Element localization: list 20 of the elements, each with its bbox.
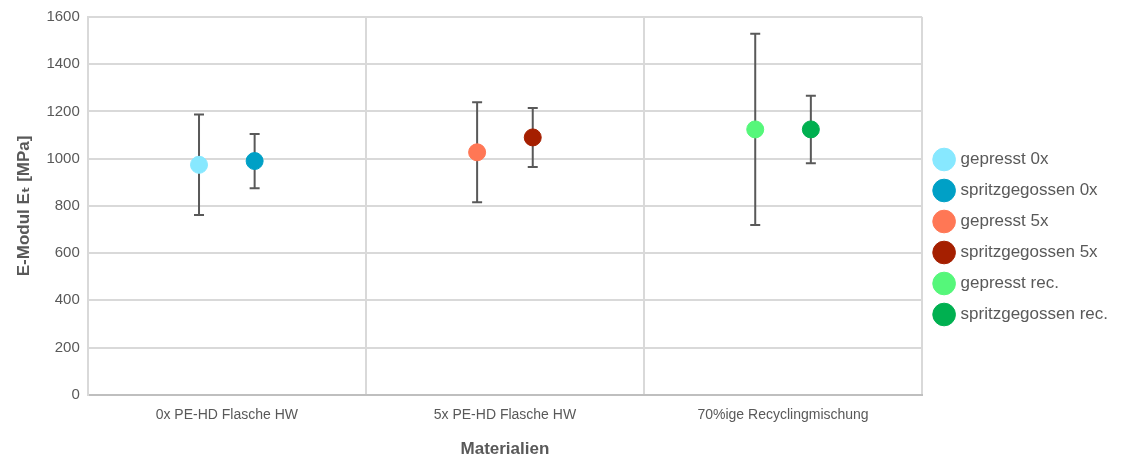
legend-label: gepresst 5x xyxy=(960,211,1049,231)
y-tick-label: 800 xyxy=(54,196,80,214)
x-axis-title: Materialien xyxy=(460,439,550,459)
y-tick-label: 400 xyxy=(54,290,80,308)
legend-label: spritzgegossen 0x xyxy=(960,180,1099,200)
y-tick-label: 600 xyxy=(54,243,80,261)
legend-label: spritzgegossen 5x xyxy=(960,242,1099,262)
legend-label: gepresst rec. xyxy=(960,273,1059,293)
y-tick-label: 1600 xyxy=(46,7,80,25)
y-axis-title: E-Modul Eₜ [MPa] xyxy=(13,135,33,277)
legend-label: spritzgegossen rec. xyxy=(960,304,1108,324)
y-tick-label: 1400 xyxy=(46,54,80,72)
y-tick-label: 0 xyxy=(71,384,80,402)
y-tick-label: 1200 xyxy=(46,101,80,119)
y-tick-label: 1000 xyxy=(46,148,80,166)
y-tick-label: 200 xyxy=(54,337,80,355)
x-tick-label: 0x PE-HD Flasche HW xyxy=(155,406,299,423)
x-tick-label: 5x PE-HD Flasche HW xyxy=(433,406,577,423)
x-tick-label: 70%ige Recyclingmischung xyxy=(697,406,869,423)
legend-label: gepresst 0x xyxy=(960,149,1049,169)
